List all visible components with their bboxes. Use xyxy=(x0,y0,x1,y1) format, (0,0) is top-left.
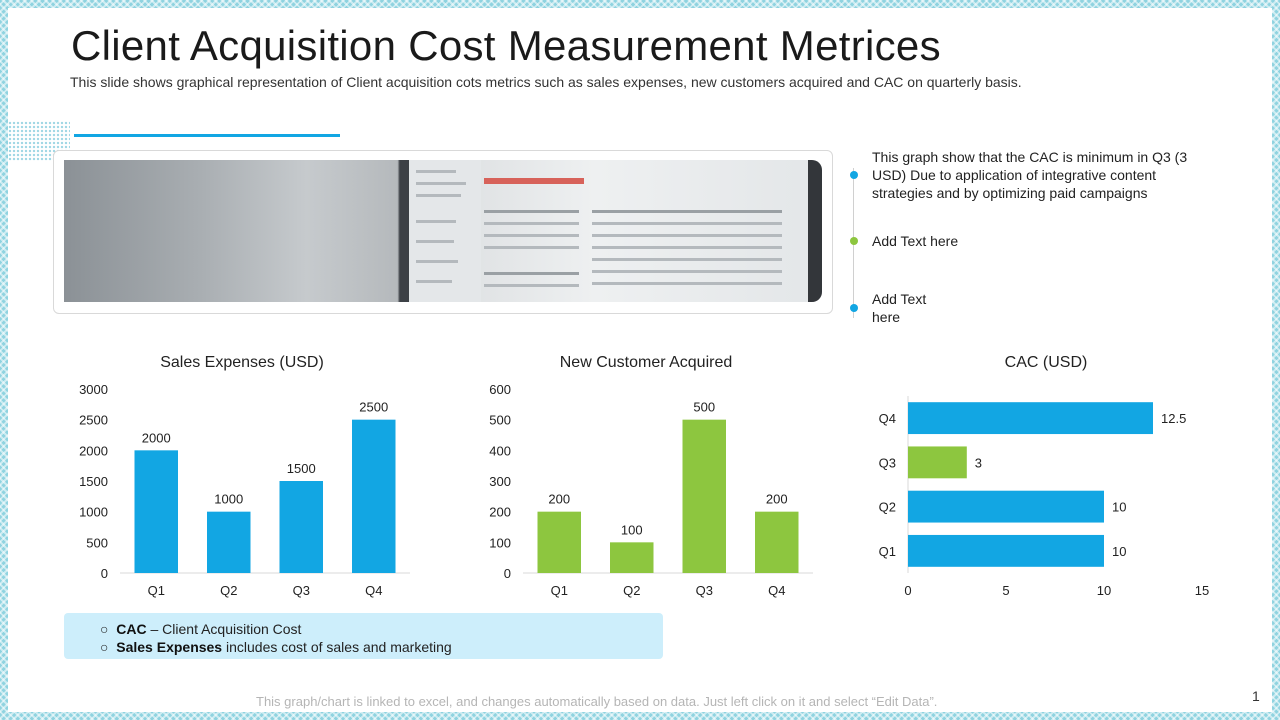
bar-q3 xyxy=(279,481,323,573)
definition-desc: includes cost of sales and marketing xyxy=(222,639,452,655)
bar-q1 xyxy=(908,534,1104,567)
definition-term: CAC xyxy=(116,621,147,637)
timeline-text-2: Add Text here xyxy=(872,233,959,249)
y-tick-label: 400 xyxy=(489,443,511,458)
x-tick-label: 5 xyxy=(1002,583,1009,598)
x-tick-label: Q4 xyxy=(365,583,382,598)
page-number: 1 xyxy=(1252,688,1260,704)
bar-q4 xyxy=(352,419,396,573)
x-tick-label: Q1 xyxy=(551,583,568,598)
data-label: 2500 xyxy=(359,400,388,415)
data-label: 10 xyxy=(1112,544,1126,559)
definition-cac: ○ CAC – Client Acquisition Cost xyxy=(100,621,301,637)
bar-q2 xyxy=(908,490,1104,523)
page-subtitle: This slide shows graphical representatio… xyxy=(70,74,1022,90)
y-tick-label: 500 xyxy=(489,413,511,428)
x-tick-label: Q2 xyxy=(623,583,640,598)
x-tick-label: Q2 xyxy=(220,583,237,598)
slide: Client Acquisition Cost Measurement Metr… xyxy=(8,8,1272,712)
bullet-icon: ○ xyxy=(100,639,109,655)
y-tick-label: Q2 xyxy=(879,500,896,515)
bar-q3 xyxy=(682,419,726,573)
y-tick-label: Q3 xyxy=(879,455,896,470)
data-label: 1500 xyxy=(287,461,316,476)
timeline-text-1: This graph show that the CAC is minimum … xyxy=(872,149,1188,201)
y-tick-label: 0 xyxy=(101,566,108,581)
y-tick-label: 3000 xyxy=(79,382,108,397)
y-tick-label: Q1 xyxy=(879,544,896,559)
bar-q4 xyxy=(755,511,799,573)
data-label: 1000 xyxy=(214,492,243,507)
timeline-text-3: Add Text here xyxy=(872,291,927,325)
timeline-dot-3 xyxy=(850,304,858,312)
definitions-box: ○ CAC – Client Acquisition Cost ○ Sales … xyxy=(64,613,663,659)
y-tick-label: 2000 xyxy=(79,443,108,458)
y-tick-label: 200 xyxy=(489,505,511,520)
data-label: 200 xyxy=(548,492,570,507)
bar-q1 xyxy=(537,511,581,573)
y-tick-label: 1500 xyxy=(79,474,108,489)
data-label: 10 xyxy=(1112,500,1126,515)
timeline-dot-2 xyxy=(850,237,858,245)
data-label: 100 xyxy=(621,522,643,537)
analytics-screen-photo xyxy=(64,160,822,302)
timeline-dot-1 xyxy=(850,171,858,179)
cac-chart: 0 5 10 15 10 Q1 10 Q2 3 Q3 12.5 Q4 xyxy=(879,396,1209,598)
data-label: 3 xyxy=(975,455,982,470)
data-label: 2000 xyxy=(142,430,171,445)
data-label: 500 xyxy=(693,400,715,415)
y-tick-label: 0 xyxy=(504,566,511,581)
chart-title-sales-expenses: Sales Expenses (USD) xyxy=(160,354,324,371)
sales-expenses-chart: 0 500 1000 1500 2000 2500 3000 2000 Q1 1000 Q2 1500… xyxy=(79,382,410,598)
definition-term: Sales Expenses xyxy=(116,639,223,655)
bar-q4 xyxy=(908,402,1153,435)
y-tick-label: Q4 xyxy=(879,411,896,426)
accent-line xyxy=(74,134,340,137)
footer-note: This graph/chart is linked to excel, and… xyxy=(256,694,938,709)
y-tick-label: 600 xyxy=(489,382,511,397)
chart-title-cac: CAC (USD) xyxy=(1004,354,1088,371)
x-tick-label: 10 xyxy=(1097,583,1111,598)
data-label: 200 xyxy=(766,492,788,507)
y-tick-label: 500 xyxy=(86,535,108,550)
bar-q2 xyxy=(610,542,654,573)
y-tick-label: 1000 xyxy=(79,505,108,520)
y-tick-label: 100 xyxy=(489,535,511,550)
x-tick-label: Q1 xyxy=(148,583,165,598)
x-tick-label: 15 xyxy=(1195,583,1209,598)
y-tick-label: 300 xyxy=(489,474,511,489)
x-tick-label: Q3 xyxy=(696,583,713,598)
bar-q1 xyxy=(134,450,178,573)
bullet-icon: ○ xyxy=(100,621,109,637)
definition-sales-expenses: ○ Sales Expenses includes cost of sales … xyxy=(100,639,452,655)
x-tick-label: 0 xyxy=(904,583,911,598)
x-tick-label: Q4 xyxy=(768,583,785,598)
x-tick-label: Q3 xyxy=(293,583,310,598)
page-title: Client Acquisition Cost Measurement Metr… xyxy=(71,22,941,69)
definition-desc: – Client Acquisition Cost xyxy=(146,621,302,637)
new-customers-chart: 0 100 200 300 400 500 600 200 Q1 100 Q2 500 Q3 200 Q4 xyxy=(489,382,813,598)
bar-q2 xyxy=(207,511,251,573)
chart-title-new-customers: New Customer Acquired xyxy=(559,354,733,371)
y-tick-label: 2500 xyxy=(79,413,108,428)
bar-q3 xyxy=(908,446,967,479)
data-label: 12.5 xyxy=(1161,411,1186,426)
